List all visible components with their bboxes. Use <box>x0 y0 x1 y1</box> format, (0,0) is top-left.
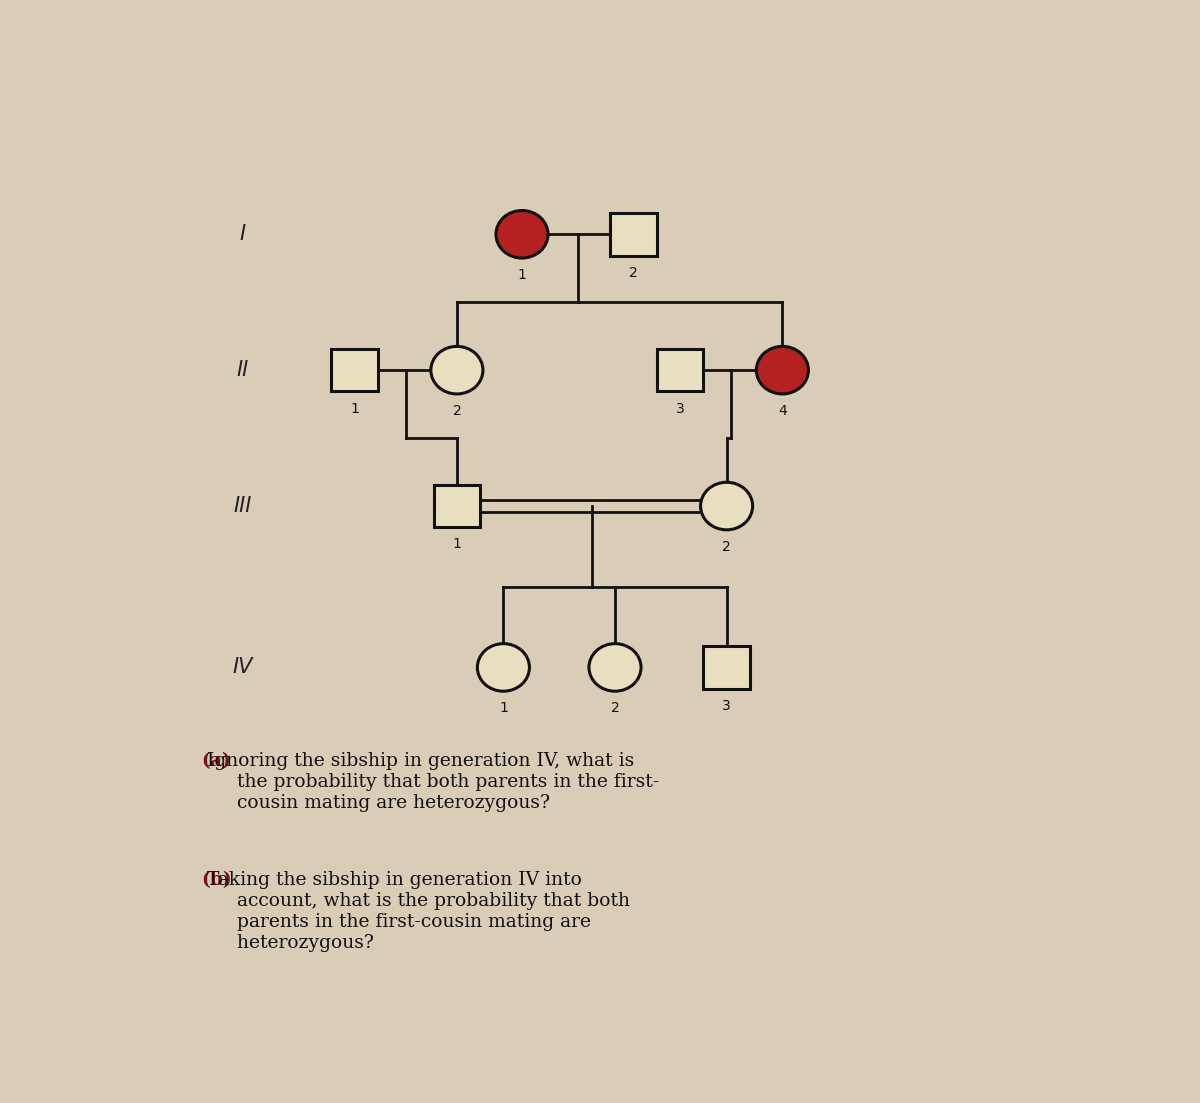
Circle shape <box>496 211 548 258</box>
Text: 2: 2 <box>722 540 731 554</box>
Text: 1: 1 <box>499 702 508 716</box>
Bar <box>703 646 750 688</box>
Circle shape <box>478 644 529 692</box>
Text: 1: 1 <box>452 537 461 552</box>
Text: III: III <box>234 496 252 516</box>
Text: (b): (b) <box>202 871 232 889</box>
Text: 1: 1 <box>517 268 527 282</box>
Bar <box>656 349 703 392</box>
Circle shape <box>589 644 641 692</box>
Text: 3: 3 <box>722 699 731 713</box>
Text: I: I <box>240 224 246 244</box>
Text: 1: 1 <box>350 401 359 416</box>
Bar <box>331 349 378 392</box>
Bar <box>611 213 656 256</box>
Text: Taking the sibship in generation IV into
      account, what is the probability : Taking the sibship in generation IV into… <box>202 871 630 952</box>
Text: Ignoring the sibship in generation IV, what is
      the probability that both p: Ignoring the sibship in generation IV, w… <box>202 752 660 812</box>
Text: II: II <box>236 361 250 381</box>
Circle shape <box>756 346 809 394</box>
Text: (a): (a) <box>202 752 230 770</box>
Circle shape <box>431 346 482 394</box>
Circle shape <box>701 482 752 529</box>
Text: 2: 2 <box>629 266 638 280</box>
Text: 2: 2 <box>611 702 619 716</box>
Text: 3: 3 <box>676 401 684 416</box>
Text: 2: 2 <box>452 404 461 418</box>
Text: IV: IV <box>233 657 253 677</box>
Bar <box>433 485 480 527</box>
Text: 4: 4 <box>778 404 787 418</box>
